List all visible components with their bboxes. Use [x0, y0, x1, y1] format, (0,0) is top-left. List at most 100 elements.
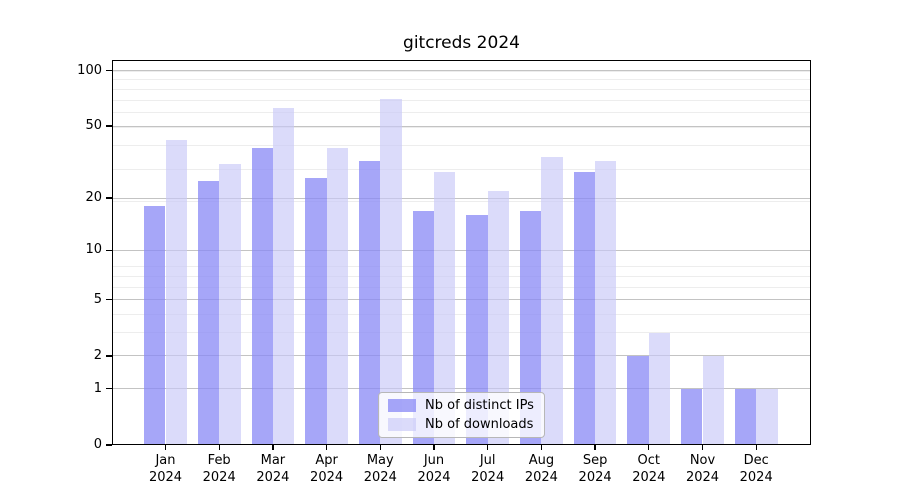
x-tick-label-line: Dec — [743, 453, 769, 468]
legend-label-downloads: Nb of downloads — [425, 417, 534, 432]
bar-nb-of-downloads — [165, 139, 187, 445]
x-tick-label: Nov 2024 — [668, 453, 738, 486]
x-tick — [164, 445, 167, 450]
x-tick — [379, 445, 381, 450]
gridline-major — [112, 249, 811, 251]
bar-nb-of-distinct-ips — [412, 210, 434, 445]
y-tick-label: 0 — [93, 437, 102, 452]
gridline-minor — [112, 332, 811, 334]
y-tick-label: 1 — [93, 380, 102, 396]
y-tick — [106, 355, 112, 357]
gridline-minor — [112, 79, 811, 81]
x-tick-label: Oct 2024 — [614, 453, 684, 486]
x-tick-label: Dec 2024 — [721, 453, 791, 486]
bar-nb-of-downloads — [380, 99, 402, 445]
y-tick — [106, 125, 112, 127]
x-tick-label-line: Feb — [207, 453, 231, 468]
x-tick — [325, 445, 328, 450]
x-tick-label-line: 2024 — [417, 469, 451, 485]
y-tick-label: 100 — [77, 62, 102, 78]
x-tick-label-line: 2024 — [685, 469, 720, 485]
gridline-minor — [112, 201, 811, 203]
x-tick-label-line: 2024 — [202, 469, 236, 485]
x-tick — [594, 445, 596, 450]
legend-item-downloads: Nb of downloads — [388, 417, 535, 432]
gridline-major — [112, 70, 811, 72]
gridline-major — [112, 125, 811, 127]
x-tick-label-line: 2024 — [471, 469, 505, 485]
x-tick — [755, 445, 757, 450]
x-tick — [433, 445, 435, 450]
bar-nb-of-downloads — [434, 171, 456, 445]
y-tick-label: 10 — [85, 242, 102, 258]
gridline-minor — [112, 266, 811, 268]
y-tick — [106, 444, 112, 446]
bar-nb-of-downloads — [326, 147, 348, 445]
x-tick-label: Jun 2024 — [399, 453, 469, 486]
x-tick-label-line: 2024 — [363, 469, 397, 485]
bar-nb-of-distinct-ips — [681, 388, 703, 445]
x-tick-label-line: 2024 — [310, 469, 344, 485]
bar-nb-of-distinct-ips — [734, 388, 757, 445]
x-tick-label: Aug 2024 — [506, 453, 576, 486]
gridline-minor — [112, 99, 811, 101]
y-tick-label: 20 — [85, 190, 102, 205]
chart-title: gitcreds 2024 — [403, 33, 520, 53]
gridline-major — [112, 388, 811, 390]
x-tick-label-line: Jun — [423, 453, 445, 468]
gridline-major — [112, 355, 811, 357]
x-tick-label: Feb 2024 — [184, 453, 254, 486]
gridline-major — [112, 197, 811, 199]
x-tick — [540, 445, 543, 450]
bar-nb-of-distinct-ips — [627, 355, 649, 445]
bar-nb-of-downloads — [702, 355, 724, 445]
y-tick-label: 2 — [93, 347, 102, 363]
legend-swatch-downloads — [388, 418, 416, 431]
y-tick-label: 50 — [85, 118, 102, 134]
bar-nb-of-downloads — [648, 332, 671, 445]
y-tick — [106, 298, 112, 301]
gridline-minor — [112, 127, 811, 129]
bar-nb-of-distinct-ips — [573, 171, 596, 445]
bar-nb-of-downloads — [756, 388, 778, 445]
x-tick-label-line: 2024 — [578, 469, 612, 485]
x-tick-label-line: 2024 — [632, 469, 666, 485]
x-tick-label: Mar 2024 — [238, 453, 308, 486]
x-tick-label-line: Sep — [582, 453, 608, 468]
gridline-minor — [112, 168, 811, 170]
gridline-minor — [112, 313, 811, 315]
bar-nb-of-distinct-ips — [305, 177, 327, 445]
x-tick — [487, 445, 489, 450]
gridline-minor — [112, 145, 811, 147]
gridline-minor — [112, 89, 811, 90]
y-tick — [106, 249, 112, 252]
x-tick-label-line: 2024 — [148, 469, 183, 485]
x-tick-label-line: Apr — [315, 453, 338, 468]
legend-label-distinct-ips: Nb of distinct IPs — [425, 398, 534, 413]
gridline-minor — [112, 286, 811, 288]
x-tick-label-line: Jan — [155, 453, 176, 468]
gridline-major — [112, 299, 811, 301]
x-tick — [648, 445, 650, 450]
x-tick — [272, 445, 274, 450]
x-tick-label: Jan 2024 — [131, 453, 201, 486]
gridline-minor — [112, 275, 811, 277]
x-tick-label: Apr 2024 — [292, 453, 362, 486]
y-tick — [106, 388, 112, 390]
x-tick-label-line: 2024 — [739, 469, 773, 485]
bar-nb-of-distinct-ips — [466, 215, 488, 445]
x-tick-label-line: 2024 — [256, 469, 290, 485]
legend-item-distinct-ips: Nb of distinct IPs — [388, 398, 535, 413]
x-tick-label: Sep 2024 — [560, 453, 630, 486]
x-tick — [218, 445, 220, 450]
y-tick — [106, 69, 112, 72]
y-tick-label: 5 — [93, 291, 102, 307]
bar-nb-of-downloads — [219, 163, 241, 445]
bar-nb-of-distinct-ips — [251, 147, 273, 445]
legend-swatch-distinct-ips — [388, 399, 416, 412]
x-tick-label-line: May — [366, 453, 394, 468]
bar-nb-of-downloads — [541, 156, 563, 445]
bar-nb-of-distinct-ips — [144, 206, 166, 445]
